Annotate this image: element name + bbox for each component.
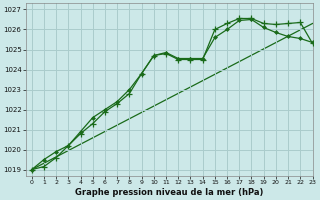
X-axis label: Graphe pression niveau de la mer (hPa): Graphe pression niveau de la mer (hPa) — [75, 188, 263, 197]
